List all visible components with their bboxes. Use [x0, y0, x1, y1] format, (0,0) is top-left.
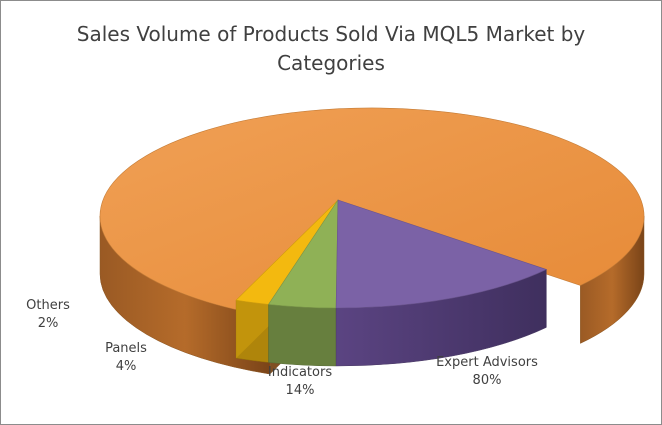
- label-expert-advisors: Expert Advisors 80%: [412, 354, 562, 390]
- label-others: Others 2%: [16, 297, 80, 333]
- label-panels-value: 4%: [115, 359, 137, 374]
- label-panels: Panels 4%: [92, 340, 160, 376]
- label-indicators-value: 14%: [285, 383, 315, 398]
- label-others-value: 2%: [37, 316, 59, 331]
- chart-title: Sales Volume of Products Sold Via MQL5 M…: [0, 20, 662, 78]
- chart-title-line-1: Sales Volume of Products Sold Via MQL5 M…: [76, 22, 586, 46]
- label-expert-advisors-value: 80%: [472, 373, 502, 388]
- slice-side-panels: [268, 304, 337, 367]
- slice-panels: [267, 198, 339, 367]
- label-indicators: Indicators 14%: [248, 364, 352, 400]
- label-indicators-name: Indicators: [267, 365, 333, 380]
- chart-title-line-2: Categories: [277, 51, 385, 75]
- slice-top-indicators: [335, 199, 548, 309]
- label-expert-advisors-name: Expert Advisors: [436, 355, 538, 370]
- label-others-name: Others: [26, 298, 70, 313]
- label-panels-name: Panels: [105, 341, 147, 356]
- slice-indicators: [335, 199, 548, 367]
